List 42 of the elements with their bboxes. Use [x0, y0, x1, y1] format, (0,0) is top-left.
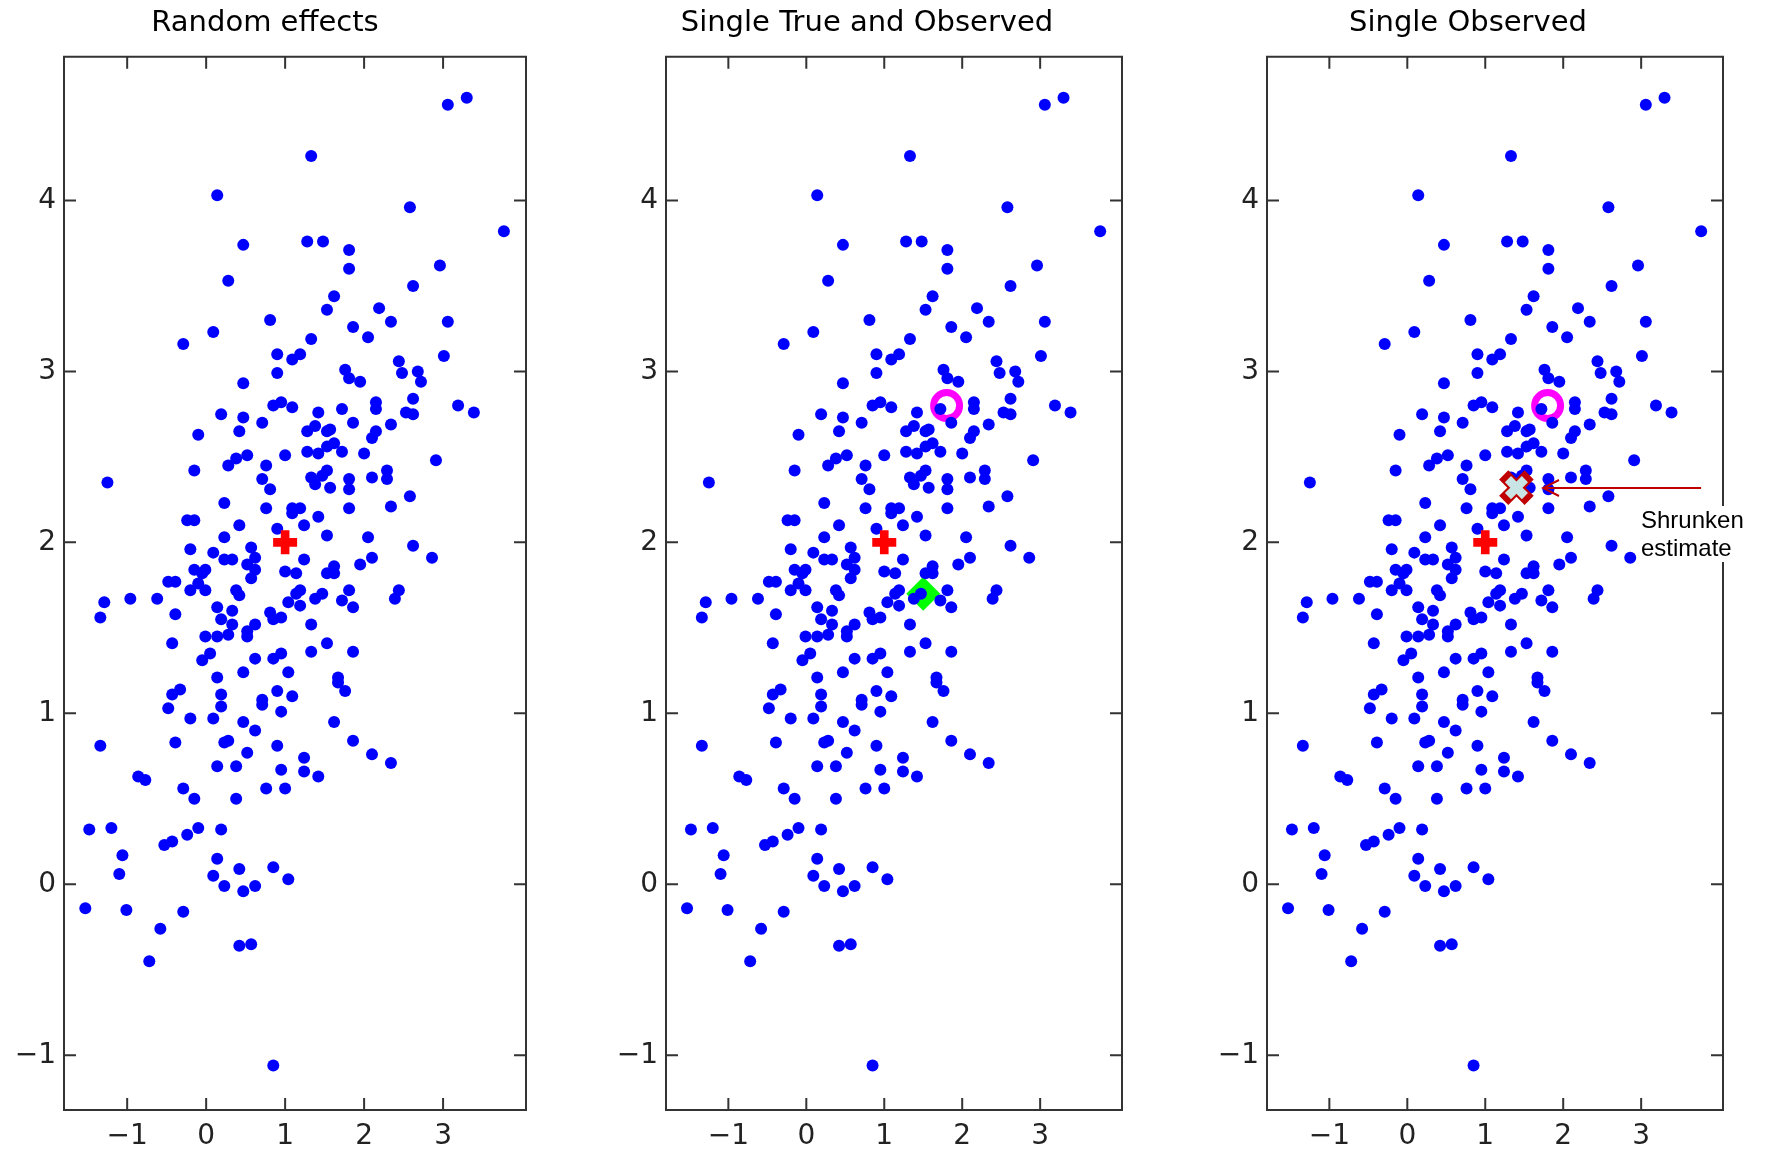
y-tick-label: 0 — [640, 865, 658, 899]
y-tick-label: 4 — [38, 181, 56, 215]
point — [930, 389, 964, 423]
annotation: Shrunken estimate — [1641, 505, 1744, 562]
y-tick-label: 1 — [1241, 694, 1259, 728]
x-tick-label: −1 — [106, 1118, 148, 1152]
x-tick-label: 1 — [875, 1118, 894, 1152]
x-tick-label: 2 — [953, 1118, 972, 1152]
point — [872, 530, 897, 555]
y-tick-label: 3 — [640, 352, 658, 386]
y-tick-label: 2 — [38, 523, 56, 557]
chart-title: Random effects — [151, 3, 379, 38]
point — [1473, 530, 1498, 555]
y-tick-label: 3 — [38, 352, 56, 386]
y-tick-label: 3 — [1241, 352, 1259, 386]
y-tick-label: −1 — [1217, 1036, 1259, 1070]
y-tick-label: −1 — [14, 1036, 56, 1070]
y-tick-label: −1 — [616, 1036, 658, 1070]
x-tick-label: 1 — [1476, 1118, 1495, 1152]
y-tick-label: 4 — [1241, 181, 1259, 215]
point — [1531, 389, 1565, 423]
x-tick-label: 0 — [797, 1118, 816, 1152]
x-tick-label: 3 — [1031, 1118, 1050, 1152]
y-tick-label: 1 — [640, 694, 658, 728]
x-tick-label: 0 — [197, 1118, 216, 1152]
y-tick-label: 2 — [640, 523, 658, 557]
x-tick-label: 3 — [1632, 1118, 1651, 1152]
x-tick-label: 2 — [1554, 1118, 1573, 1152]
x-tick-label: 2 — [355, 1118, 374, 1152]
y-tick-label: 0 — [38, 865, 56, 899]
y-tick-label: 4 — [640, 181, 658, 215]
x-tick-label: −1 — [707, 1118, 749, 1152]
y-tick-label: 0 — [1241, 865, 1259, 899]
x-tick-label: 3 — [434, 1118, 452, 1152]
point — [1499, 470, 1534, 505]
chart-title: Single Observed — [1349, 3, 1587, 38]
chart-title: Single True and Observed — [680, 3, 1054, 38]
y-tick-label: 2 — [1241, 523, 1259, 557]
x-tick-label: 0 — [1398, 1118, 1417, 1152]
x-tick-label: 1 — [276, 1118, 295, 1152]
x-tick-label: −1 — [1308, 1118, 1350, 1152]
y-tick-label: 1 — [38, 694, 56, 728]
